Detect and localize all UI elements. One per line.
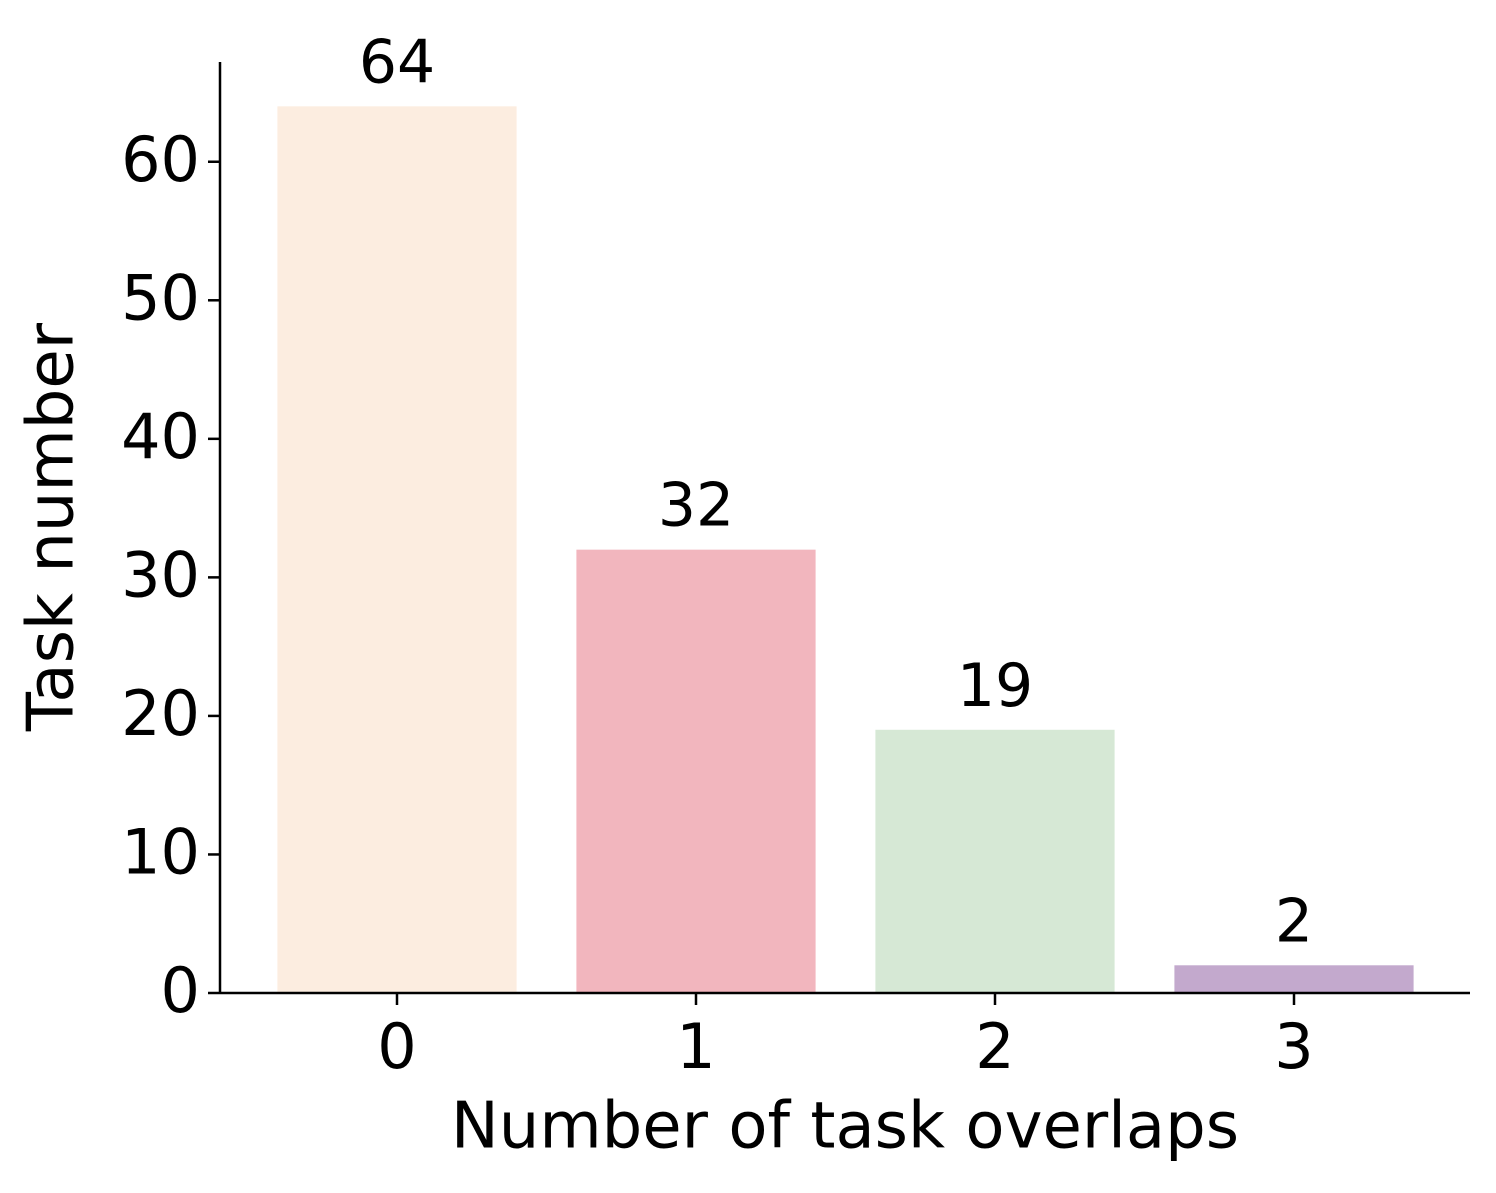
y-tick-label: 50 [121,261,200,334]
y-axis-label: Task number [15,322,89,732]
y-tick-label: 40 [121,400,200,473]
y-tick-label: 30 [121,538,200,611]
data-label: 64 [359,27,435,97]
data-label: 19 [957,651,1033,721]
x-axis-label: Number of task overlaps [451,1090,1239,1164]
y-tick-label: 20 [121,677,200,750]
y-tick-label: 0 [161,954,200,1027]
bar [277,106,517,994]
x-tick-label: 2 [975,1010,1014,1083]
x-tick-label: 3 [1274,1010,1313,1083]
x-tick-label: 1 [676,1010,715,1083]
bar [875,729,1115,993]
data-label: 32 [658,471,734,541]
y-tick-label: 60 [121,123,200,196]
data-label: 2 [1275,886,1313,956]
x-tick-label: 0 [377,1010,416,1083]
bar [576,549,816,993]
y-tick-label: 10 [121,816,200,889]
bar [1174,965,1414,993]
